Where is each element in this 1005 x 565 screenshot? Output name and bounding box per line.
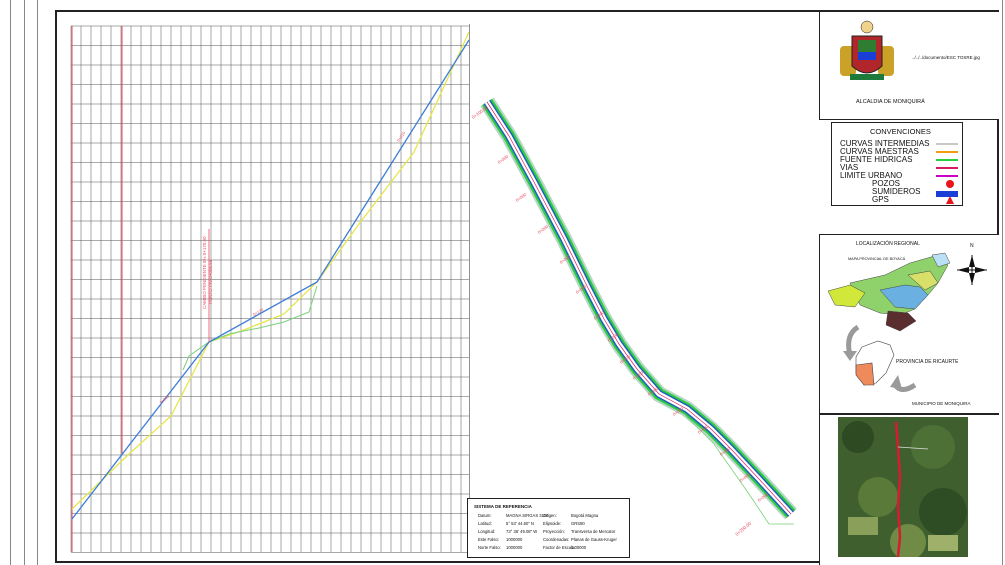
margin-rule-middle xyxy=(24,0,25,565)
drawing-sheet: CAMBIO PENDIENTE 8% 0+170.00 PUNTO PIV 0… xyxy=(55,10,999,565)
convention-label: FUENTE HIDRICAS xyxy=(840,155,913,164)
reference-value: 1000000 xyxy=(506,545,523,550)
coat-of-arms-logo xyxy=(840,20,894,80)
convention-label: GPS xyxy=(872,195,889,204)
station-label: 0+000 xyxy=(672,406,685,417)
road-corridor xyxy=(480,97,797,520)
reference-key: Factor de Escala: xyxy=(543,545,576,550)
terrain-profile-line xyxy=(71,31,469,510)
road-axis xyxy=(486,101,792,515)
reference-key: Longitud: xyxy=(478,529,496,534)
logo-file-path: ../../../documento/ESC TOSRE.jpg xyxy=(912,55,980,60)
station-label: 0+000 xyxy=(497,154,510,165)
profile-slope-label-3: 0+210 xyxy=(396,130,407,143)
station-label: 0+000 xyxy=(559,254,572,265)
convention-swatch xyxy=(936,159,958,161)
reference-heading: SISTEMA DE REFERENCIA xyxy=(474,504,532,509)
convention-label: VIAS xyxy=(840,163,859,172)
station-label: 0+000 xyxy=(739,472,752,483)
station-label: 0+000 xyxy=(537,224,550,235)
convention-label: LIMITE URBANO xyxy=(840,171,903,180)
reference-value: Bogotá Magna xyxy=(571,513,599,518)
margin-rule-right xyxy=(37,0,38,565)
reference-key: Proyección: xyxy=(543,529,565,534)
convention-swatch xyxy=(936,167,958,169)
conventions-heading: CONVENCIONES xyxy=(870,127,931,136)
profile-annotation-1: CAMBIO PENDIENTE 8% 0+170.00 xyxy=(202,236,207,309)
grade-line xyxy=(71,39,469,520)
north-arrow-icon xyxy=(957,255,987,285)
station-label: 0+000 xyxy=(757,492,770,503)
location-title: LOCALIZACIÓN REGIONAL xyxy=(856,241,920,247)
convention-swatch xyxy=(936,191,958,197)
station-label: 0+000 xyxy=(697,424,710,435)
conventions-panel: CONVENCIONES CURVAS INTERMEDIAS CURVAS MA… xyxy=(831,122,963,206)
logo-caption: ALCALDIA DE MONIQUIRÁ xyxy=(856,99,925,105)
convention-swatch xyxy=(936,151,958,153)
satellite-image-panel xyxy=(819,414,999,565)
profile-slope-label-2: 0+120 xyxy=(252,307,265,317)
title-logo-panel: ../../../documento/ESC TOSRE.jpg ALCALDI… xyxy=(819,12,999,120)
convention-swatch xyxy=(936,143,958,145)
margin-rule-left xyxy=(10,0,11,565)
station-end-label: 0+250.00 xyxy=(734,520,752,536)
longitudinal-profile: CAMBIO PENDIENTE 8% 0+170.00 PUNTO PIV 0… xyxy=(70,25,469,553)
reference-key: Latitud: xyxy=(478,521,492,526)
station-label: 0+000 xyxy=(632,370,645,381)
convention-swatch xyxy=(946,180,954,188)
location-map-label: MAPA PROVINCIAL DE BOYACÁ xyxy=(848,257,906,261)
reference-key: Origen: xyxy=(543,513,557,518)
reference-value: Transversa de Mercator xyxy=(571,529,616,534)
convention-label: CURVAS INTERMEDIAS xyxy=(840,139,930,148)
station-label: 0+000 xyxy=(575,284,588,295)
station-label: 0+000 xyxy=(607,332,620,343)
reference-value: 5° 53' 44.60" N xyxy=(506,521,534,526)
regional-location-panel: LOCALIZACIÓN REGIONAL MAPA PROVINCIAL DE… xyxy=(819,234,999,414)
station-label: 0+000 xyxy=(719,446,732,457)
convention-label: POZOS xyxy=(872,179,901,188)
convention-swatch xyxy=(936,175,958,177)
reference-value: MAGNA SIRGAS 3116 xyxy=(506,513,549,518)
station-label: 0+000 xyxy=(515,192,528,203)
reference-value: 1.00000 xyxy=(571,545,587,550)
satellite-image xyxy=(838,417,968,557)
convention-swatch xyxy=(946,196,954,204)
plan-view-road: 0+100.00 0+0000+0000+0000+0000+0000+0000… xyxy=(469,24,797,554)
convention-label: SUMIDEROS xyxy=(872,187,921,196)
drainage-line xyxy=(683,413,794,525)
convention-label: CURVAS MAESTRAS xyxy=(840,147,919,156)
reference-key: Este Falso: xyxy=(478,537,499,542)
station-label: 0+000 xyxy=(593,310,606,321)
profile-slope-label-1: 0+040 xyxy=(158,393,170,405)
reference-value: 73° 36' 49.08" W xyxy=(506,529,538,534)
reference-key: Coordenadas: xyxy=(543,537,570,542)
station-label: 0+000 xyxy=(647,386,660,397)
margin-rule-far-right xyxy=(1002,0,1003,565)
reference-key: Norte Falso: xyxy=(478,545,501,550)
profile-annotation-2: PUNTO PIV 0+096.66 xyxy=(208,259,213,304)
province-label: PROVINCIA DE RICAURTE xyxy=(896,359,959,365)
reference-value: Planas de Gauss-Kruger xyxy=(571,537,617,542)
station-label: 0+000 xyxy=(619,354,632,365)
reference-key: Elipsoide: xyxy=(543,521,562,526)
reference-value: 1000000 xyxy=(506,537,523,542)
north-label: N xyxy=(970,243,974,249)
reference-value: GRS80 xyxy=(571,521,585,526)
regional-location-map xyxy=(827,252,987,392)
reference-key: Datum: xyxy=(478,513,492,518)
terrain-profile-alt xyxy=(182,285,318,371)
reference-system-box: SISTEMA DE REFERENCIA Datum: MAGNA SIRGAS… xyxy=(467,498,630,558)
municipality-label: MUNICIPIO DE MONIQUIRA xyxy=(912,401,971,406)
